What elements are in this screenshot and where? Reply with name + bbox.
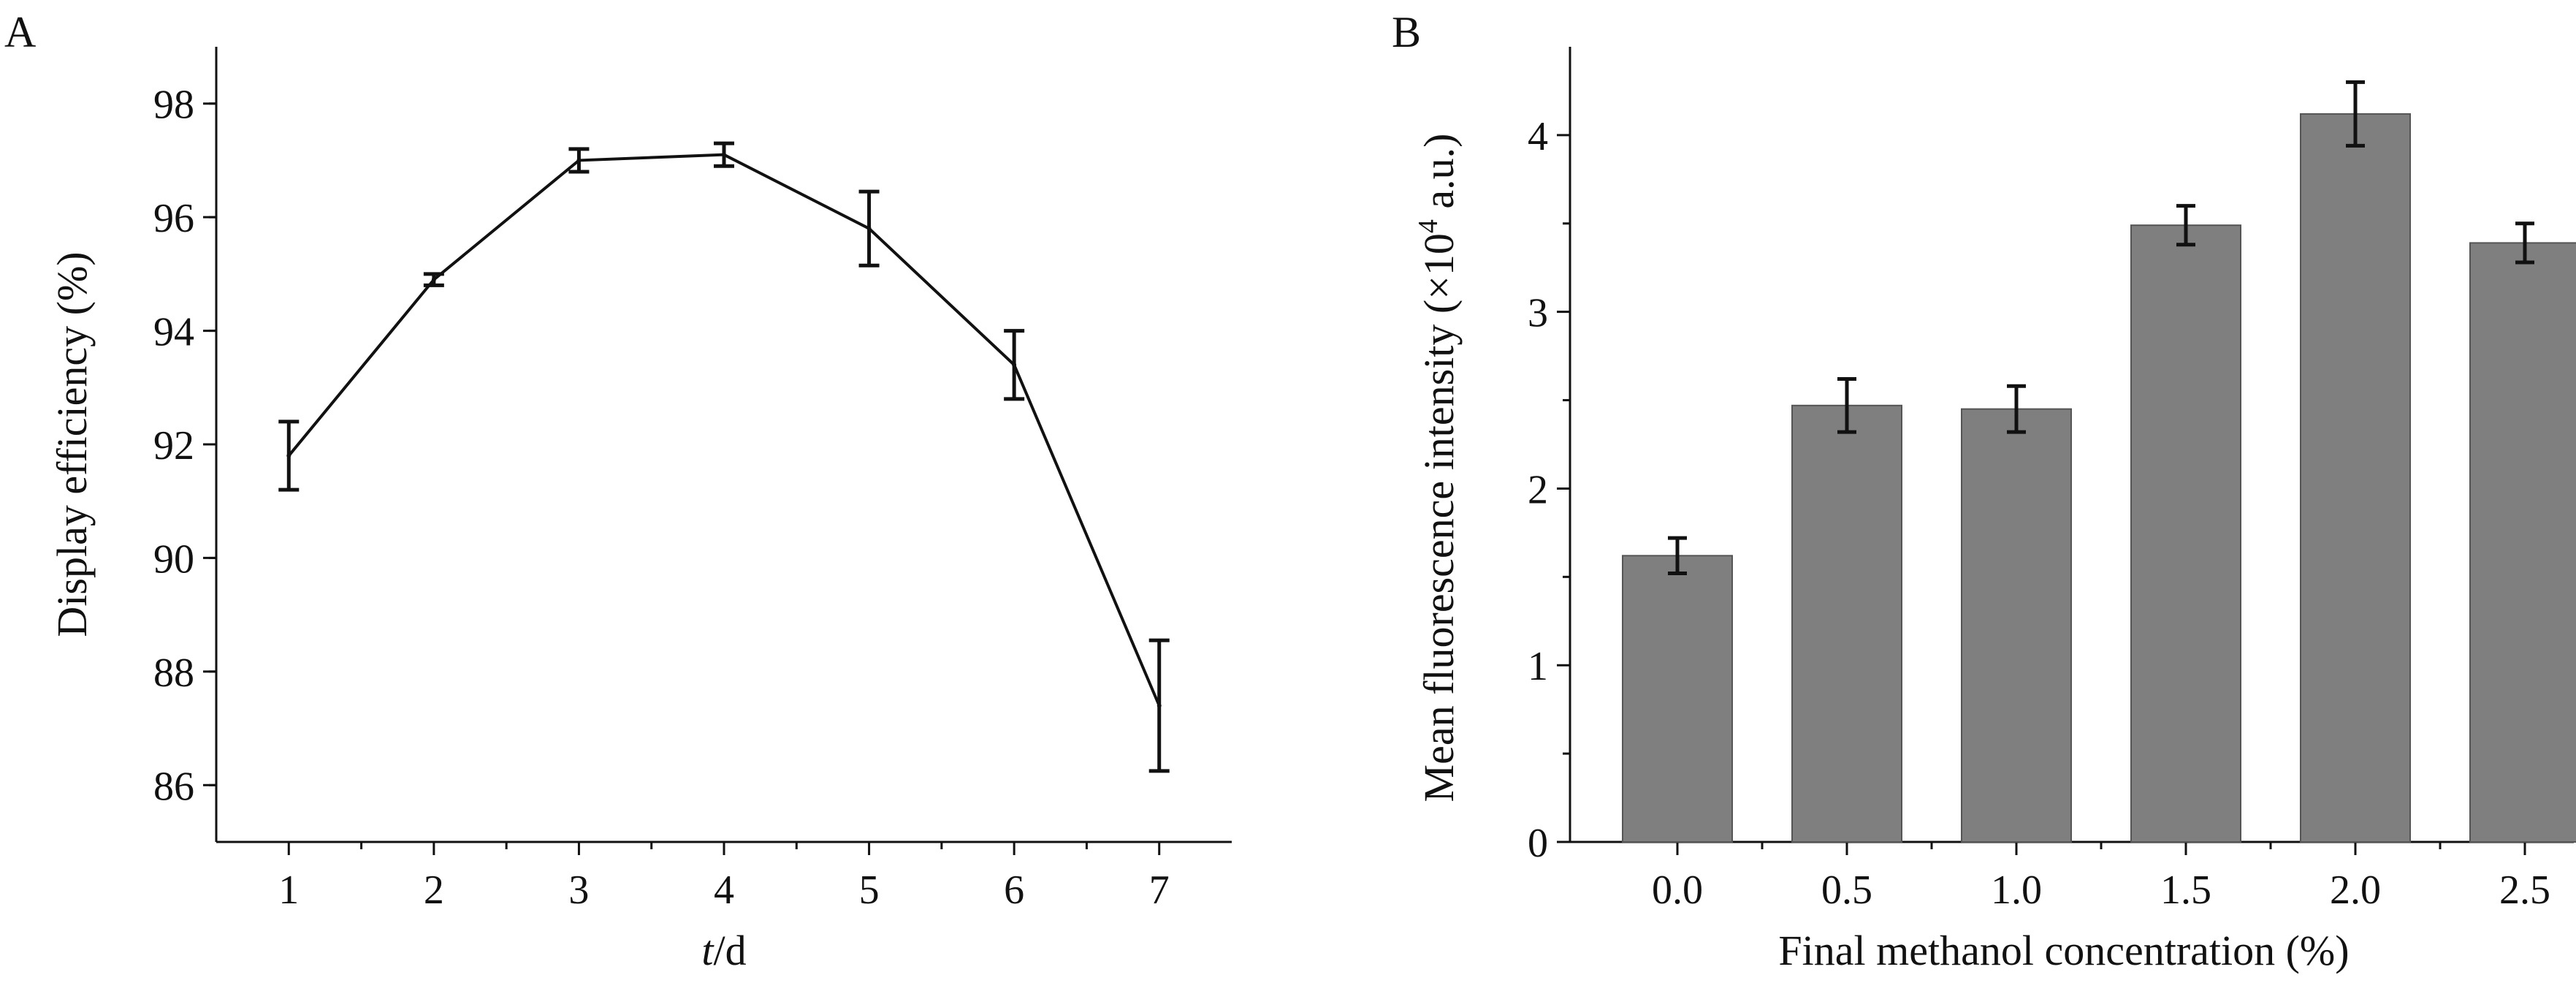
- x-tick-label: 0.0: [1652, 868, 1703, 913]
- y-tick-label: 1: [1528, 644, 1548, 689]
- error-bar: [1837, 377, 1856, 434]
- x-tick-label: 5: [859, 868, 880, 913]
- y-axis-title: Mean fluorescence intensity (×104 a.u.): [1413, 134, 1463, 802]
- y-tick-label: 94: [153, 310, 194, 355]
- x-tick-label: 4: [714, 868, 734, 913]
- x-tick-label: 1.5: [2160, 868, 2211, 913]
- y-tick-label: 98: [153, 83, 194, 128]
- data-point: [1012, 363, 1017, 368]
- x-tick-label: 1.0: [1991, 868, 2042, 913]
- x-tick-label: 1: [278, 868, 299, 913]
- x-tick-label: 2: [424, 868, 444, 913]
- bar: [2469, 242, 2576, 843]
- data-point: [722, 152, 726, 157]
- bar: [1791, 404, 1902, 843]
- error-bar: [2346, 80, 2365, 148]
- data-point: [1156, 703, 1162, 708]
- y-tick-label: 0: [1528, 821, 1548, 866]
- y-tick-label: 92: [153, 423, 194, 468]
- x-tick-label: 7: [1149, 868, 1170, 913]
- bar: [1622, 555, 1733, 843]
- error-bar: [2007, 384, 2026, 434]
- bar: [2130, 224, 2241, 843]
- y-tick-label: 90: [153, 536, 194, 582]
- panel-b: B 0 1 2 3 4 0.0 0.5 1.0 1.5 2.0 2.5 Mean fluoresc…: [1288, 0, 2576, 983]
- y-tick-label: 88: [153, 650, 194, 696]
- data-line: [287, 153, 1161, 707]
- x-tick-label: 2.0: [2330, 868, 2381, 913]
- data-point: [431, 277, 436, 282]
- x-tick-label: 0.5: [1821, 868, 1872, 913]
- y-axis-title: Display efficiency (%): [48, 251, 96, 637]
- bar: [1961, 408, 2072, 843]
- panel-b-letter: B: [1392, 8, 1422, 56]
- y-tick-label: 3: [1528, 291, 1548, 336]
- y-tick-label: 86: [153, 764, 194, 809]
- line-chart: 86 88 90 92 94 96 98 1 2 3 4 5 6 7 Display efficienc…: [48, 47, 1232, 974]
- panel-a-letter: A: [4, 8, 37, 56]
- error-bar: [2515, 221, 2534, 265]
- data-point: [576, 158, 582, 163]
- y-tick-label: 4: [1528, 114, 1548, 159]
- bar-chart: 0 1 2 3 4 0.0 0.5 1.0 1.5 2.0 2.5 Mean fluorescen…: [1413, 47, 2576, 974]
- data-point: [866, 226, 872, 231]
- y-tick-label: 2: [1528, 467, 1548, 512]
- error-bar: [1668, 536, 1687, 575]
- x-tick-label: 2.5: [2499, 868, 2550, 913]
- panel-a: A 86 88 90 92 94 96 98 1 2 3 4 5 6 7 Display efficie…: [4, 8, 1232, 974]
- bar: [2300, 113, 2411, 843]
- x-tick-label: 3: [568, 868, 589, 913]
- x-axis-title: Final methanol concentration (%): [1778, 927, 2349, 974]
- y-tick-label: 96: [153, 196, 194, 241]
- error-bar: [2176, 204, 2195, 247]
- x-tick-label: 6: [1004, 868, 1024, 913]
- x-axis-title: t/d: [701, 927, 746, 974]
- data-point: [286, 453, 291, 458]
